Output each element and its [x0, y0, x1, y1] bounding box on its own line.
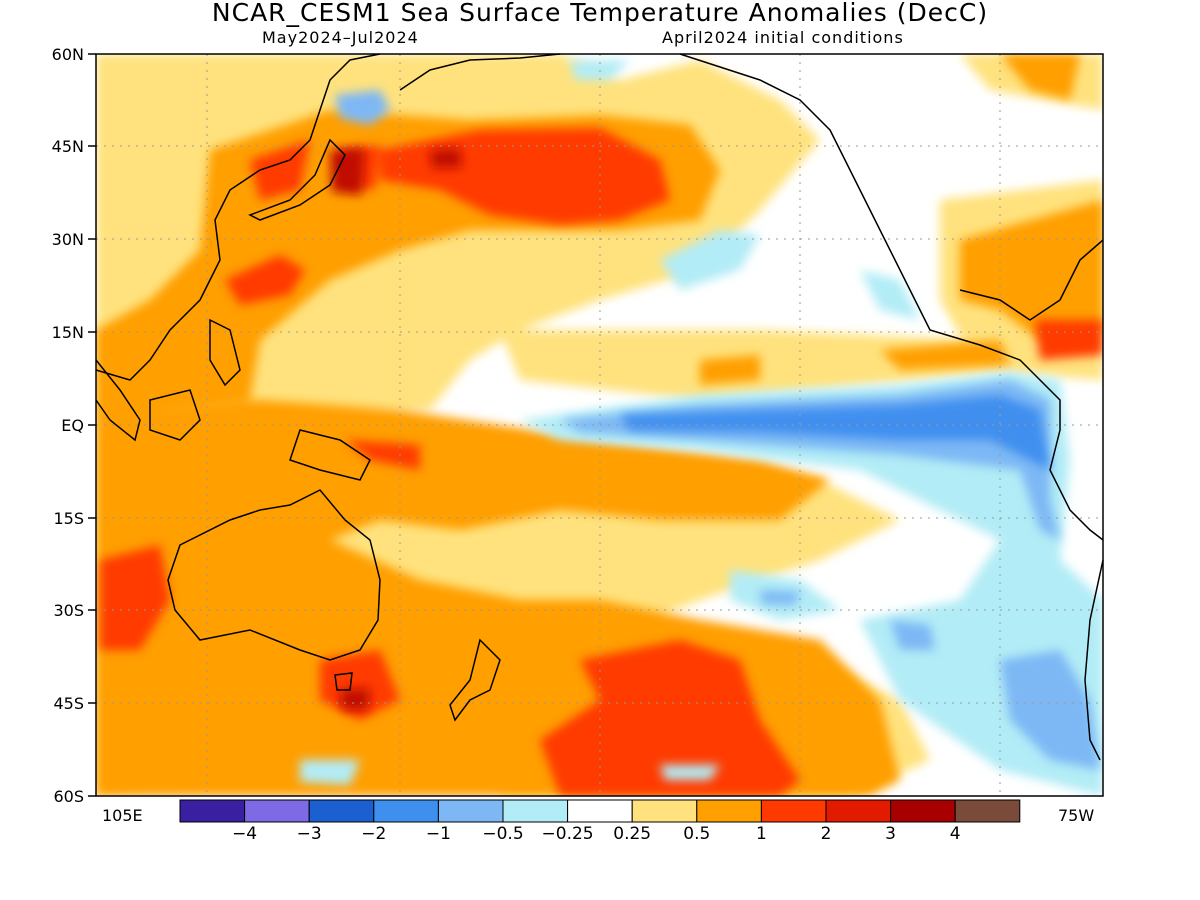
- philippines-coast: [209, 318, 241, 387]
- anomaly-fields: [96, 54, 1103, 796]
- colorbar-label: −0.25: [541, 824, 594, 844]
- map-title: NCAR_CESM1 Sea Surface Temperature Anoma…: [211, 0, 989, 27]
- lat-label-45s: 45S: [53, 694, 84, 713]
- lat-ticks: [88, 53, 96, 797]
- new-guinea-coast: [289, 429, 371, 481]
- colorbar-swatch: [502, 799, 569, 823]
- coastlines: [95, 53, 1104, 761]
- colorbar-swatch: [567, 799, 633, 823]
- colorbar-swatch: [437, 799, 504, 823]
- new-zealand-coast: [449, 638, 501, 722]
- colorbar-swatch: [825, 799, 892, 823]
- colorbar-swatch: [954, 799, 1021, 823]
- japan-coast: [248, 138, 346, 221]
- colorbar-label: 1: [755, 824, 767, 844]
- lat-label-60n: 60N: [51, 45, 84, 64]
- colorbar-swatch: [373, 799, 439, 823]
- gulf-coast: [959, 239, 1104, 321]
- lat-label-15s: 15S: [53, 509, 84, 528]
- north-america-coast: [679, 53, 1104, 541]
- lat-label-30s: 30S: [53, 601, 84, 620]
- sumatra-coast: [95, 359, 141, 442]
- initial-conditions: April2024 initial conditions: [662, 28, 904, 47]
- lon-label-105e: 105E: [102, 806, 143, 825]
- lat-label-30n: 30N: [51, 230, 84, 249]
- lat-label-60s: 60S: [53, 787, 84, 806]
- colorbar: [179, 799, 1021, 823]
- colorbar-label: −1: [425, 824, 451, 844]
- colorbar-label: −2: [361, 824, 387, 844]
- alaska-coast: [399, 53, 561, 91]
- colorbar-label: −0.5: [482, 824, 524, 844]
- colorbar-label: −3: [296, 824, 322, 844]
- colorbar-swatch: [244, 799, 310, 823]
- lat-label-15n: 15N: [51, 323, 84, 342]
- lon-label-75w: 75W: [1058, 806, 1095, 825]
- colorbar-swatch: [631, 799, 698, 823]
- borneo-coast: [149, 389, 201, 441]
- colorbar-label: 0.5: [683, 824, 711, 844]
- lat-label-45n: 45N: [51, 137, 84, 156]
- australia-coast: [167, 489, 381, 661]
- colorbar-swatch: [179, 799, 246, 823]
- forecast-period: May2024–Jul2024: [262, 28, 419, 47]
- colorbar-label: 4: [949, 824, 961, 844]
- tasmania-coast: [334, 672, 353, 691]
- asia-coast: [95, 53, 381, 381]
- colorbar-label: 2: [820, 824, 832, 844]
- colorbar-label: 3: [885, 824, 896, 844]
- colorbar-swatch: [760, 799, 827, 823]
- lat-label-eq: EQ: [61, 416, 84, 435]
- colorbar-swatch: [890, 799, 956, 823]
- colorbar-label: −4: [232, 824, 258, 844]
- colorbar-label: 0.25: [613, 824, 652, 844]
- south-america-coast: [1084, 559, 1104, 761]
- colorbar-swatch: [696, 799, 762, 823]
- colorbar-swatch: [308, 799, 375, 823]
